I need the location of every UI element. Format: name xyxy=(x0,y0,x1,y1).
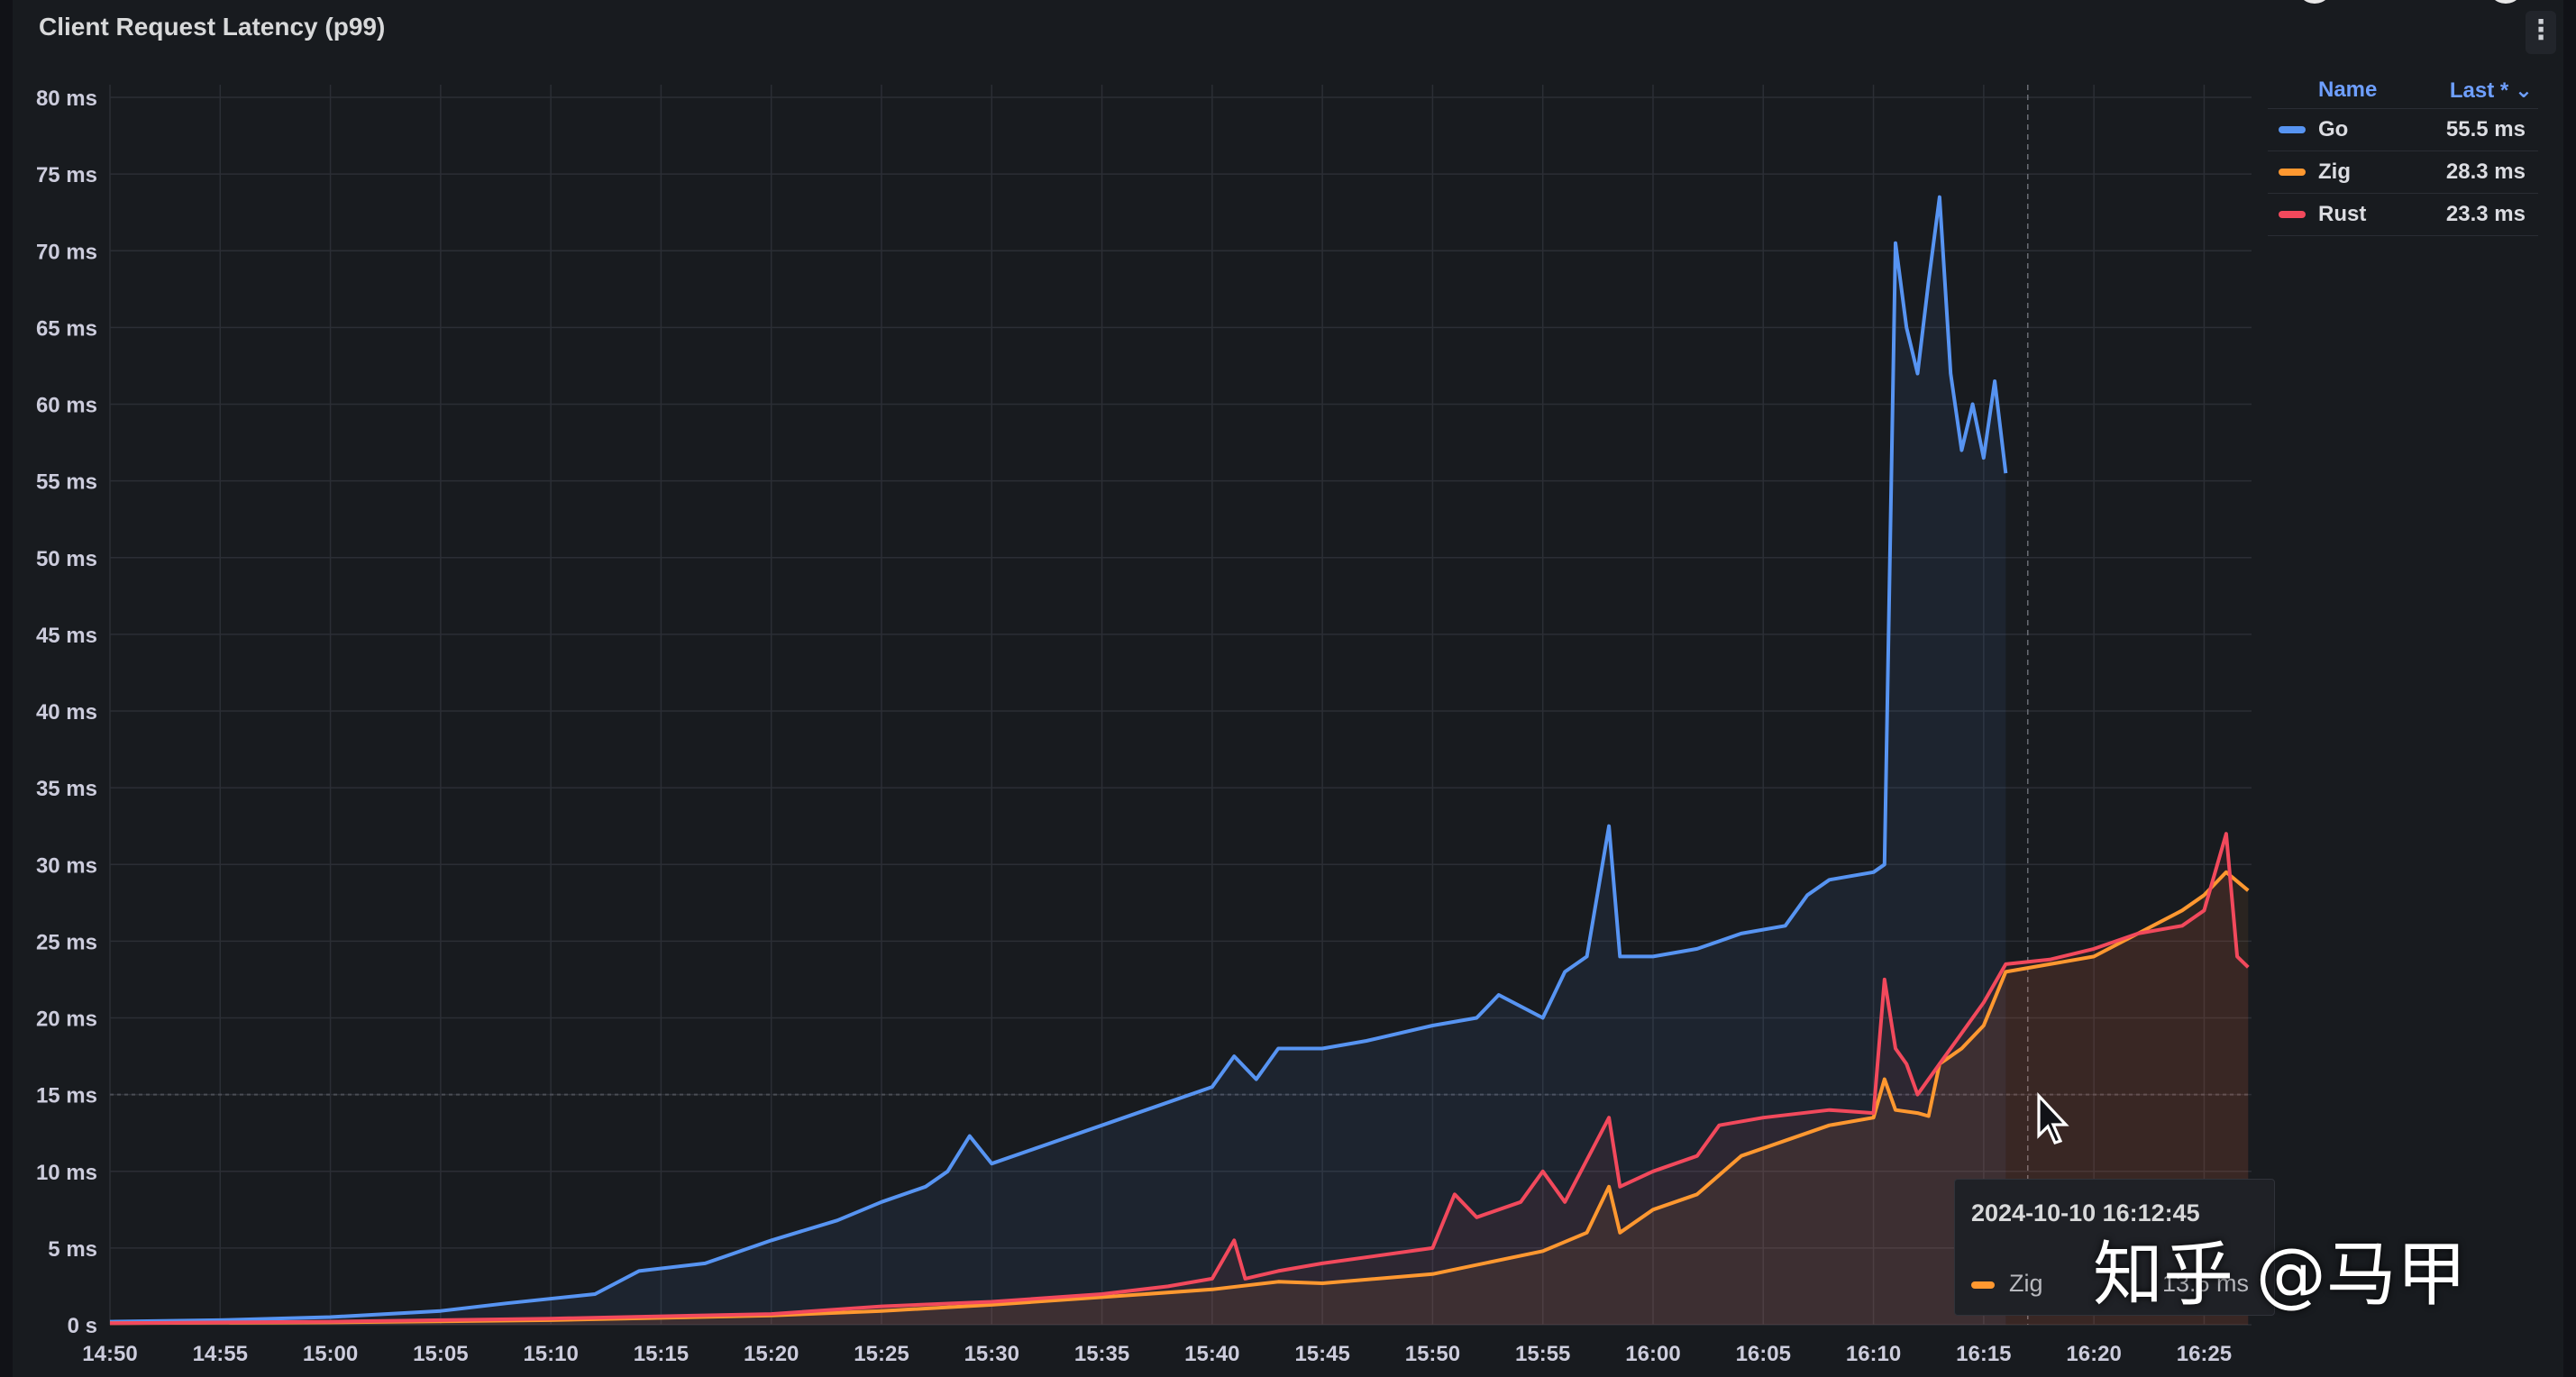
panel: Client Request Latency (p99) ⋮ xyxy=(13,0,2563,1377)
y-tick-label: 55 ms xyxy=(36,470,97,495)
x-tick-label: 16:05 xyxy=(1736,1342,1791,1366)
legend-value-go: 55.5 ms xyxy=(2445,117,2526,141)
x-tick-label: 15:55 xyxy=(1515,1342,1570,1366)
x-tick-label: 15:10 xyxy=(523,1342,578,1366)
avatar-icon[interactable] xyxy=(2297,0,2333,4)
y-tick-label: 30 ms xyxy=(36,853,97,878)
x-tick-label: 15:30 xyxy=(964,1342,1019,1366)
x-tick-label: 16:20 xyxy=(2066,1342,2121,1366)
panel-menu-icon[interactable]: ⋮ xyxy=(2526,11,2556,54)
tooltip: 2024-10-10 16:12:45 Zig 13.6 ms xyxy=(1954,1179,2275,1316)
x-tick-label: 15:05 xyxy=(413,1342,468,1366)
legend-last-header[interactable]: Last * ⌄ xyxy=(2449,78,2533,103)
x-tick-label: 16:10 xyxy=(1846,1342,1901,1366)
series-line-rust[interactable] xyxy=(109,832,2250,1326)
y-tick-label: 10 ms xyxy=(36,1161,97,1185)
legend-label-go: Go xyxy=(2318,117,2349,141)
panel-title: Client Request Latency (p99) xyxy=(39,13,386,41)
x-tick-label: 15:25 xyxy=(854,1342,909,1366)
user-icon[interactable] xyxy=(2488,0,2524,4)
x-tick-label: 16:25 xyxy=(2177,1342,2232,1366)
x-tick-label: 15:50 xyxy=(1405,1342,1460,1366)
legend-label-rust: Rust xyxy=(2318,202,2367,226)
legend-swatch-go xyxy=(2279,126,2306,133)
x-tick-label: 16:00 xyxy=(1625,1342,1680,1366)
x-tick-label: 15:35 xyxy=(1074,1342,1129,1366)
legend-swatch-zig xyxy=(2279,169,2306,176)
y-tick-label: 80 ms xyxy=(36,87,97,111)
x-tick-label: 15:15 xyxy=(634,1342,689,1366)
y-tick-label: 60 ms xyxy=(36,394,97,418)
series-area-go xyxy=(110,196,2006,1326)
y-tick-label: 45 ms xyxy=(36,624,97,648)
tooltip-time: 2024-10-10 16:12:45 xyxy=(1971,1199,2200,1227)
tooltip-swatch xyxy=(1971,1281,1995,1289)
x-tick-label: 14:50 xyxy=(82,1342,137,1366)
y-tick-label: 50 ms xyxy=(36,547,97,571)
legend-item-rust[interactable]: Rust 23.3 ms xyxy=(2268,194,2538,236)
y-tick-label: 70 ms xyxy=(36,240,97,264)
legend-item-zig[interactable]: Zig 28.3 ms xyxy=(2268,151,2538,194)
y-tick-label: 20 ms xyxy=(36,1008,97,1032)
y-tick-label: 15 ms xyxy=(36,1084,97,1108)
legend-header: Name Last * ⌄ xyxy=(2268,72,2538,109)
y-tick-label: 65 ms xyxy=(36,316,97,341)
legend-label-zig: Zig xyxy=(2318,160,2351,184)
y-tick-label: 75 ms xyxy=(36,163,97,187)
y-tick-label: 5 ms xyxy=(48,1237,97,1262)
watermark: 知乎 @马甲 xyxy=(2093,1235,2467,1316)
legend-swatch-rust xyxy=(2279,211,2306,218)
x-tick-label: 15:00 xyxy=(303,1342,358,1366)
y-tick-label: 40 ms xyxy=(36,700,97,725)
x-tick-label: 16:15 xyxy=(1956,1342,2011,1366)
legend-value-zig: 28.3 ms xyxy=(2445,160,2526,184)
legend-item-go[interactable]: Go 55.5 ms xyxy=(2268,109,2538,151)
legend-value-rust: 23.3 ms xyxy=(2445,202,2526,226)
x-tick-label: 15:40 xyxy=(1184,1342,1239,1366)
tooltip-series: Zig xyxy=(2009,1270,2043,1297)
legend-name-header[interactable]: Name xyxy=(2318,78,2378,102)
tooltip-value: 13.6 ms xyxy=(2162,1270,2250,1297)
x-tick-label: 14:55 xyxy=(193,1342,248,1366)
legend: Name Last * ⌄ Go 55.5 ms Zig 28.3 ms Rus… xyxy=(2268,72,2538,236)
y-tick-label: 25 ms xyxy=(36,930,97,954)
series-line-zig[interactable] xyxy=(109,870,2250,1326)
series-area-zig xyxy=(110,871,2249,1325)
mouse-cursor-icon xyxy=(2037,1092,2069,1144)
x-tick-label: 15:45 xyxy=(1294,1342,1349,1366)
series-line-go[interactable] xyxy=(109,195,2008,1324)
x-tick-label: 15:20 xyxy=(744,1342,799,1366)
series-area-rust xyxy=(110,834,2249,1325)
y-tick-label: 0 s xyxy=(68,1314,97,1338)
y-tick-label: 35 ms xyxy=(36,777,97,801)
